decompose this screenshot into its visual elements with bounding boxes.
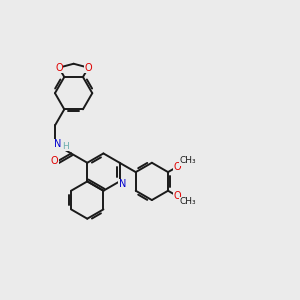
Text: O: O (55, 63, 63, 73)
Text: N: N (54, 139, 61, 149)
Text: CH₃: CH₃ (179, 197, 196, 206)
Text: H: H (62, 142, 69, 151)
Text: N: N (119, 179, 126, 189)
Text: O: O (85, 63, 92, 73)
Text: O: O (173, 162, 181, 172)
Text: O: O (51, 156, 58, 167)
Text: O: O (173, 191, 181, 201)
Text: CH₃: CH₃ (179, 156, 196, 165)
